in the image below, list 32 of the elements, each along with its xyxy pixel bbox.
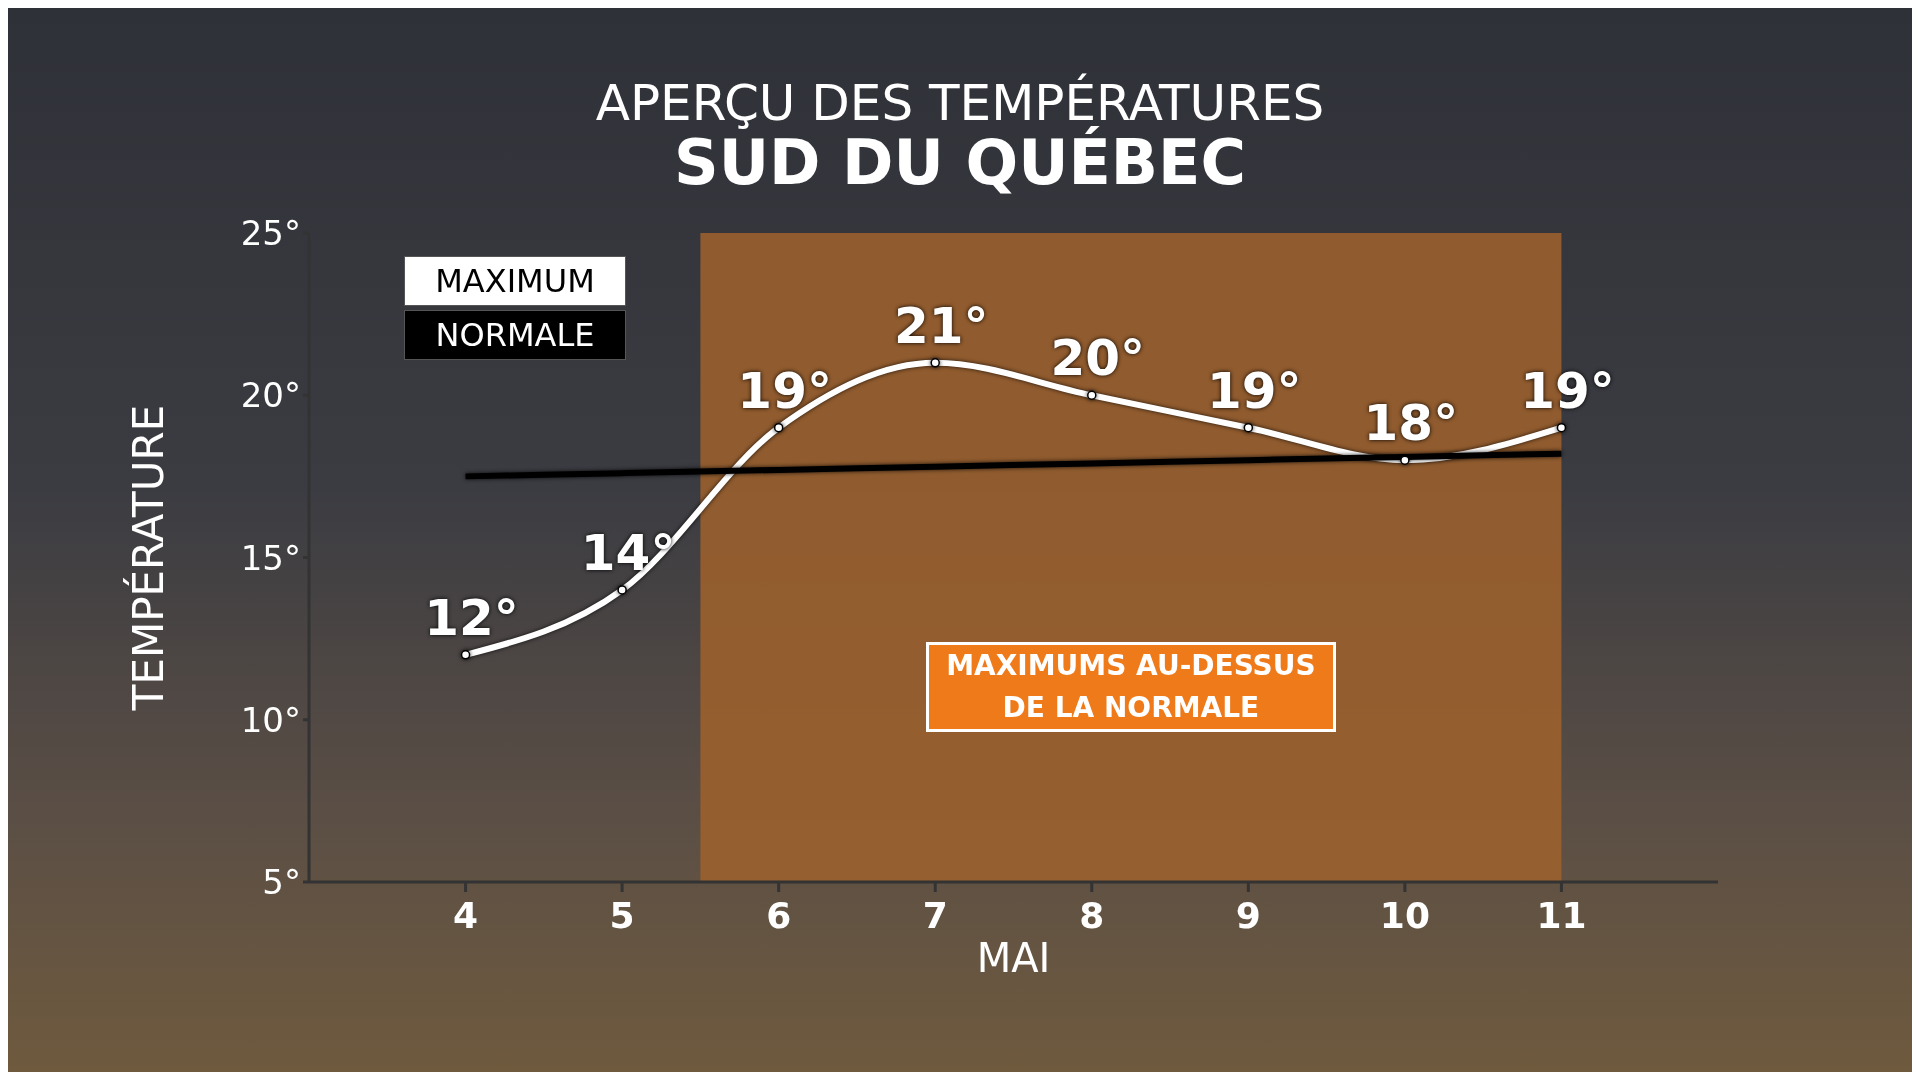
x-tick-label: 10 — [1379, 894, 1430, 936]
point — [930, 358, 940, 368]
point — [773, 422, 784, 433]
x-tick-label: 9 — [1235, 894, 1261, 936]
text: NORMALE — [404, 310, 626, 360]
y-tick-label: 20° — [240, 375, 301, 416]
band-label: MAXIMUMS AU-DESSUS DE LA NORMALE — [925, 641, 1336, 732]
data-label: 19° — [1520, 361, 1615, 420]
x-tick-label: 4 — [453, 894, 479, 936]
data-label: 21° — [893, 296, 989, 355]
data-label: 19° — [1207, 361, 1302, 420]
x-tick-label: 5 — [609, 894, 635, 936]
data-label: 18° — [1363, 394, 1459, 453]
x-tick-label: 7 — [922, 894, 948, 936]
point — [1087, 390, 1097, 400]
y-tick-label: 15° — [240, 537, 301, 578]
text: MAXIMUM — [404, 256, 626, 306]
y-axis-title: TEMPÉRATURE — [122, 404, 173, 712]
x-tick-label: 6 — [766, 894, 792, 936]
point — [1243, 422, 1254, 433]
point — [460, 650, 471, 660]
point — [617, 585, 627, 595]
x-tick-label: 8 — [1079, 894, 1105, 936]
data-label: 12° — [424, 588, 519, 647]
point — [1556, 422, 1567, 433]
y-tick-label: 25° — [240, 213, 301, 254]
y-tick-label: 5° — [262, 862, 301, 903]
data-label: 20° — [1050, 329, 1146, 388]
x-axis-title: MAI — [976, 935, 1051, 981]
data-label: 19° — [737, 361, 832, 420]
x-tick-label: 11 — [1536, 894, 1587, 936]
y-tick-label: 10° — [240, 699, 301, 740]
